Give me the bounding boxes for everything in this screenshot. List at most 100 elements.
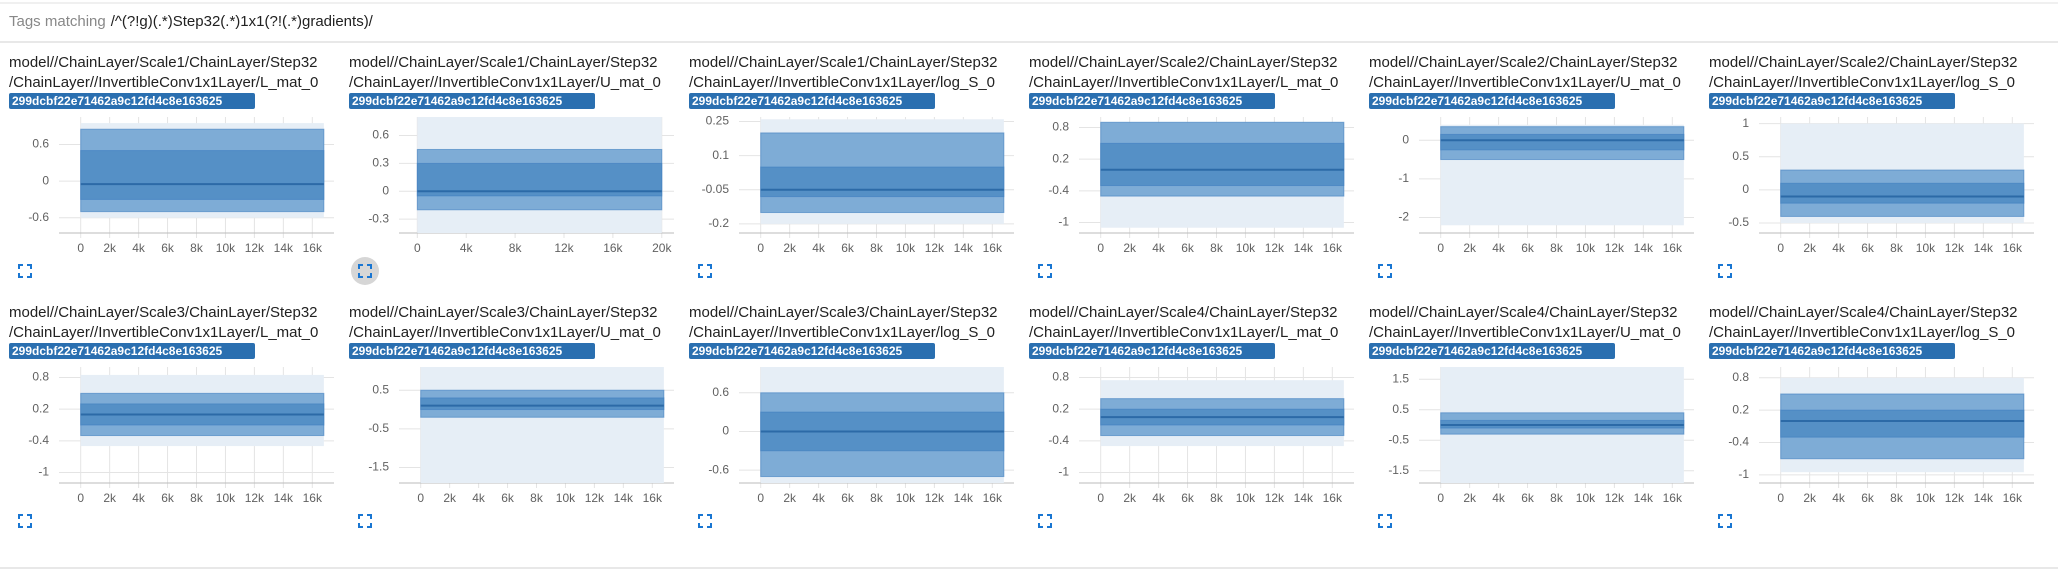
x-tick-label: 6k	[841, 241, 855, 255]
x-tick-label: 6k	[501, 491, 515, 505]
x-tick-label: 14k	[1974, 241, 1994, 255]
expand-button[interactable]	[358, 264, 372, 278]
distribution-band	[1780, 182, 2025, 204]
x-tick-label: 8k	[509, 241, 523, 255]
x-tick-label: 16k	[1663, 491, 1683, 505]
expand-button[interactable]	[358, 514, 372, 528]
run-badge	[349, 93, 595, 109]
panel-title: /ChainLayer//InvertibleConv1x1Layer/U_ma…	[1369, 324, 1681, 341]
x-tick-label: 12k	[1265, 241, 1285, 255]
y-tick-label: -0.3	[368, 211, 389, 225]
x-tick-label: 4k	[1832, 491, 1846, 505]
x-tick-label: 4k	[472, 491, 486, 505]
y-tick-label: -0.2	[708, 216, 729, 230]
distribution-band	[420, 367, 664, 483]
x-tick-label: 4k	[1492, 491, 1506, 505]
panel-title: /ChainLayer//InvertibleConv1x1Layer/U_ma…	[1369, 74, 1681, 91]
run-badge	[1369, 343, 1615, 359]
x-tick-label: 2k	[103, 241, 117, 255]
x-tick-label: 16k	[1323, 491, 1343, 505]
distribution-band	[1100, 142, 1345, 187]
y-tick-label: 1.5	[1392, 371, 1409, 385]
run-badge	[9, 93, 255, 109]
expand-button[interactable]	[1718, 514, 1732, 528]
run-badge-text: 299dcbf22e71462a9c12fd4c8e163625	[12, 344, 223, 358]
x-tick-label: 0	[757, 241, 764, 255]
x-tick-label: 14k	[274, 241, 294, 255]
x-tick-label: 16k	[603, 241, 623, 255]
distribution-band	[80, 150, 325, 200]
x-tick-label: 12k	[1265, 491, 1285, 505]
y-tick-label: 0.8	[1052, 370, 1069, 384]
x-tick-label: 6k	[1861, 491, 1875, 505]
x-tick-label: 14k	[954, 241, 974, 255]
tag-filter[interactable]: Tags matching /^(?!g)(.*)Step32(.*)1x1(?!…	[9, 13, 374, 30]
x-tick-label: 2k	[1463, 491, 1477, 505]
x-tick-label: 6k	[1521, 241, 1535, 255]
x-tick-label: 0	[1097, 241, 1104, 255]
y-tick-label: 0	[382, 183, 389, 197]
y-tick-label: 0	[1742, 182, 1749, 196]
run-badge	[1709, 343, 1955, 359]
run-badge-text: 299dcbf22e71462a9c12fd4c8e163625	[692, 94, 903, 108]
x-tick-label: 4k	[1152, 491, 1166, 505]
x-tick-label: 6k	[1181, 241, 1195, 255]
run-badge	[1709, 93, 1955, 109]
panel-title: model//ChainLayer/Scale1/ChainLayer/Step…	[689, 54, 998, 71]
x-tick-label: 14k	[1974, 491, 1994, 505]
panel-title: model//ChainLayer/Scale4/ChainLayer/Step…	[1369, 304, 1678, 321]
x-tick-label: 8k	[1210, 241, 1224, 255]
panel: model//ChainLayer/Scale4/ChainLayer/Step…	[1369, 304, 1694, 528]
hover-highlight	[351, 257, 379, 285]
x-tick-label: 16k	[1323, 241, 1343, 255]
panel-title: model//ChainLayer/Scale3/ChainLayer/Step…	[9, 304, 318, 321]
x-tick-label: 10k	[896, 241, 916, 255]
x-tick-label: 12k	[1945, 491, 1965, 505]
panel-title: /ChainLayer//InvertibleConv1x1Layer/L_ma…	[9, 324, 318, 341]
x-tick-label: 16k	[303, 491, 323, 505]
x-tick-label: 10k	[1236, 491, 1256, 505]
y-tick-label: 0.2	[1052, 151, 1069, 165]
y-tick-label: -1	[1398, 171, 1409, 185]
run-badge-text: 299dcbf22e71462a9c12fd4c8e163625	[1712, 344, 1923, 358]
expand-button[interactable]	[1038, 514, 1052, 528]
y-tick-label: -2	[1398, 210, 1409, 224]
panel-title: model//ChainLayer/Scale2/ChainLayer/Step…	[1369, 54, 1678, 71]
expand-button[interactable]	[1378, 264, 1392, 278]
x-tick-label: 10k	[1916, 241, 1936, 255]
x-tick-label: 14k	[274, 491, 294, 505]
panel-title: model//ChainLayer/Scale2/ChainLayer/Step…	[1709, 54, 2018, 71]
y-tick-label: 0.8	[32, 370, 49, 384]
y-tick-label: 0.5	[372, 382, 389, 396]
x-tick-label: 2k	[1463, 241, 1477, 255]
y-tick-label: -0.4	[1728, 435, 1749, 449]
x-tick-label: 12k	[925, 491, 945, 505]
x-tick-label: 8k	[1210, 491, 1224, 505]
y-tick-label: -1	[1738, 467, 1749, 481]
expand-button[interactable]	[18, 264, 32, 278]
panel-title: /ChainLayer//InvertibleConv1x1Layer/log_…	[1709, 324, 2015, 341]
x-tick-label: 8k	[870, 491, 884, 505]
expand-button[interactable]	[18, 514, 32, 528]
x-tick-label: 12k	[1605, 491, 1625, 505]
x-tick-label: 0	[1437, 241, 1444, 255]
x-tick-label: 2k	[783, 241, 797, 255]
filter-pattern: /^(?!g)(.*)Step32(.*)1x1(?!(.*)gradients…	[111, 13, 374, 30]
y-tick-label: 0.25	[706, 114, 730, 128]
run-badge-text: 299dcbf22e71462a9c12fd4c8e163625	[352, 344, 563, 358]
x-tick-label: 8k	[1890, 491, 1904, 505]
expand-button[interactable]	[1718, 264, 1732, 278]
expand-button[interactable]	[698, 514, 712, 528]
expand-button[interactable]	[1378, 514, 1392, 528]
x-tick-label: 10k	[216, 241, 236, 255]
y-tick-label: -0.05	[702, 182, 730, 196]
x-tick-label: 10k	[1576, 241, 1596, 255]
x-tick-label: 16k	[983, 491, 1003, 505]
y-tick-label: 0.2	[1052, 401, 1069, 415]
x-tick-label: 8k	[1550, 241, 1564, 255]
x-tick-label: 10k	[556, 491, 576, 505]
expand-button[interactable]	[1038, 264, 1052, 278]
expand-button[interactable]	[698, 264, 712, 278]
x-tick-label: 8k	[530, 491, 544, 505]
